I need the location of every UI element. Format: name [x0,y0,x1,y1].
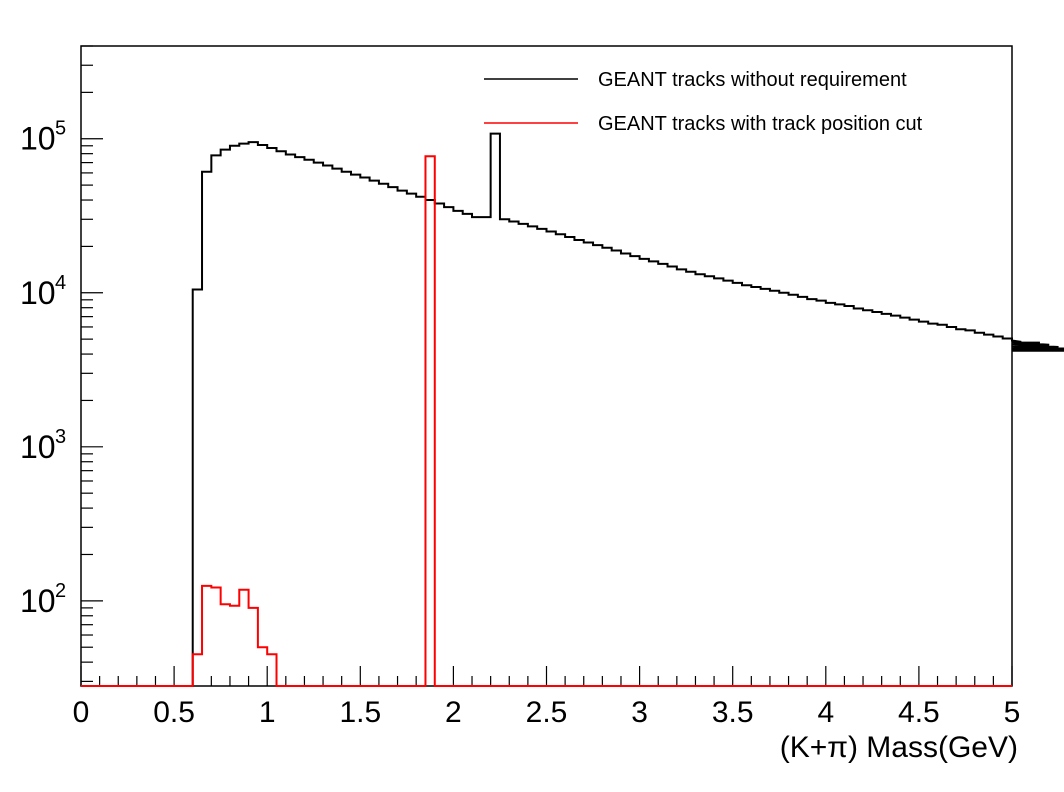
legend: GEANT tracks without requirement GEANT tr… [484,69,923,135]
x-tick-label: 1 [259,696,276,729]
x-tick-label: 4 [817,696,834,729]
x-tick-label: 3.5 [712,696,754,729]
y-tick-label-exponent: 2 [55,580,66,602]
x-tick-label: 2.5 [526,696,568,729]
y-tick-label-base: 10 [20,275,56,311]
x-tick-label: 0 [73,696,90,729]
x-axis-title: (K+π) Mass(GeV) [780,731,1018,764]
y-tick-label-base: 10 [20,121,56,157]
y-tick-label-base: 10 [20,429,56,465]
y-tick-label-exponent: 4 [55,272,66,294]
series-line-2 [81,155,1012,687]
y-tick-label: 10 3 [20,426,66,465]
y-tick-label-base: 10 [20,583,56,619]
y-tick-label: 10 2 [20,580,66,619]
series-layer [81,132,1064,687]
legend-label: GEANT tracks with track position cut [598,113,923,135]
x-tick-label: 5 [1004,696,1021,729]
x-tick-label: 2 [445,696,462,729]
y-tick-label-exponent: 5 [55,118,66,140]
x-tick-label: 1.5 [339,696,381,729]
y-tick-label: 10 4 [20,272,66,311]
series-line-1 [81,132,1064,687]
x-tick-labels: 0 0.5 1 1.5 2 2.5 3 3.5 4 4.5 5 [73,696,1021,729]
x-tick-label: 0.5 [153,696,195,729]
y-tick-label: 10 5 [20,118,66,157]
x-tick-label: 4.5 [898,696,940,729]
legend-label: GEANT tracks without requirement [598,69,907,91]
x-tick-label: 3 [631,696,648,729]
y-tick-label-exponent: 3 [55,426,66,448]
axis-ticks [80,45,1013,686]
